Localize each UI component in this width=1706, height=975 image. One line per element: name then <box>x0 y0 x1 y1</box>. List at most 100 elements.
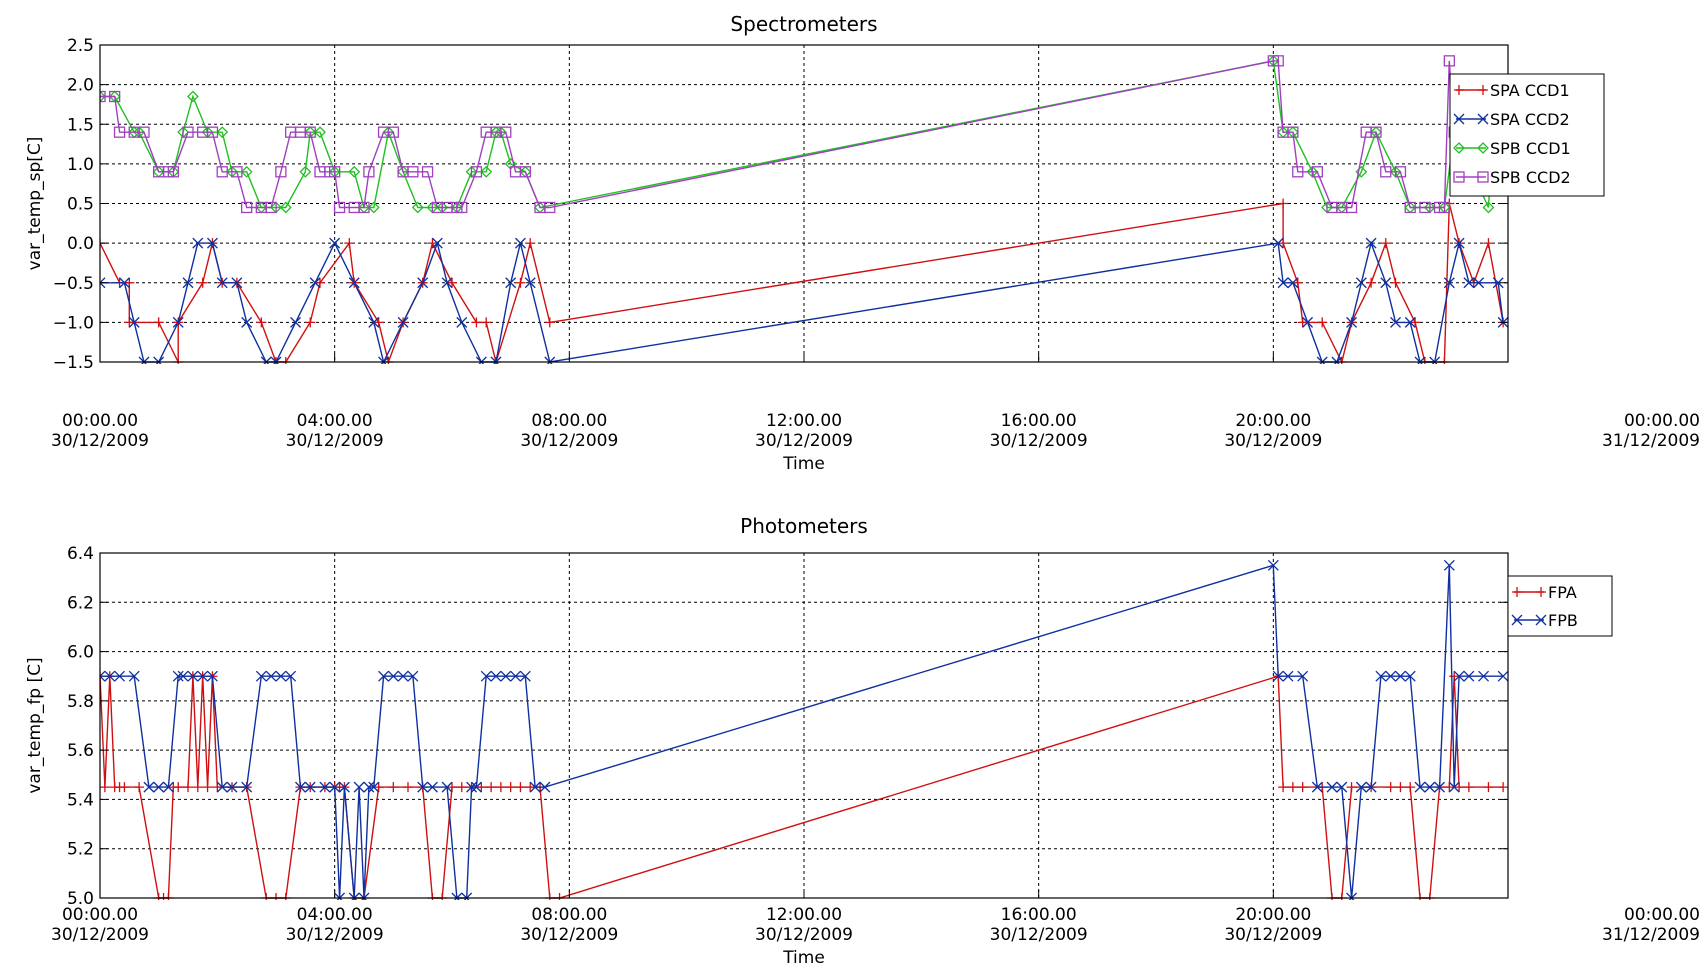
data-point <box>1311 781 1323 793</box>
data-point <box>329 781 341 793</box>
data-point <box>241 201 253 214</box>
data-point <box>368 316 380 328</box>
y-tick-label: 5.4 <box>67 790 94 810</box>
y-tick-label: 1.5 <box>67 115 94 135</box>
data-point <box>471 317 482 328</box>
data-point <box>206 670 218 682</box>
data-point <box>206 237 218 249</box>
data-point <box>1483 782 1494 793</box>
data-point <box>275 166 287 178</box>
data-point <box>353 781 365 793</box>
data-point <box>1404 670 1416 682</box>
data-point <box>279 201 292 214</box>
legend-marker <box>1453 171 1465 183</box>
data-point <box>1365 781 1377 793</box>
data-point <box>1410 317 1421 328</box>
grid <box>100 45 1508 362</box>
data-point <box>373 317 384 328</box>
data-point <box>192 782 203 793</box>
data-point <box>1278 782 1289 793</box>
data-point <box>481 317 492 328</box>
data-point <box>1302 316 1314 328</box>
x-tick-label-time: 00:00.00 <box>1624 905 1700 925</box>
data-point <box>1404 316 1416 328</box>
data-point <box>128 316 140 328</box>
data-point <box>1390 316 1402 328</box>
data-point <box>265 670 277 682</box>
x-tick-label-date: 30/12/2009 <box>990 925 1088 945</box>
data-point <box>510 670 522 682</box>
data-point <box>1326 781 1338 793</box>
data-point <box>256 317 267 328</box>
legend-box <box>1507 575 1613 637</box>
data-point <box>1395 782 1406 793</box>
data-point <box>167 166 179 178</box>
data-point <box>363 166 375 178</box>
y-tick-label: 6.2 <box>67 593 94 613</box>
data-point <box>1311 166 1323 178</box>
data-point <box>153 781 165 793</box>
y-tick-label: −1.0 <box>53 313 94 333</box>
data-point <box>1478 670 1490 682</box>
data-point <box>519 166 531 178</box>
data-point <box>1272 55 1284 67</box>
data-point <box>114 670 126 682</box>
data-point <box>255 670 267 682</box>
x-tick-label-date: 30/12/2009 <box>755 431 853 451</box>
data-point <box>368 781 380 793</box>
data-point <box>265 201 277 214</box>
data-point <box>1375 670 1387 682</box>
data-point <box>515 277 526 288</box>
data-point <box>143 781 155 793</box>
data-point <box>319 781 331 793</box>
data-point <box>1404 201 1416 214</box>
legend-marker <box>1454 85 1464 95</box>
data-point <box>411 201 424 214</box>
data-point <box>500 670 512 682</box>
series-line <box>100 202 1504 364</box>
data-point <box>226 781 238 793</box>
data-point <box>456 782 467 793</box>
data-point <box>515 782 526 793</box>
data-point <box>378 670 390 682</box>
data-point <box>1370 126 1382 138</box>
legend-label: SPA CCD2 <box>1490 110 1570 129</box>
x-tick-label-time: 08:00.00 <box>531 905 607 925</box>
x-tick-label-date: 30/12/2009 <box>51 925 149 945</box>
data-point <box>1414 781 1426 793</box>
series-spb-ccd2 <box>100 55 1509 214</box>
legend-marker <box>1477 171 1489 183</box>
x-tick-label-time: 16:00.00 <box>1001 411 1077 431</box>
data-point <box>397 670 409 682</box>
legend-marker <box>1477 113 1489 125</box>
data-point <box>1385 670 1397 682</box>
data-point <box>1443 277 1455 289</box>
x-tick-label-time: 00:00.00 <box>62 905 138 925</box>
legend-marker <box>1536 587 1546 597</box>
data-point <box>1394 670 1406 682</box>
legend-box <box>1449 73 1605 197</box>
data-point <box>456 316 468 328</box>
data-point <box>1449 671 1460 682</box>
data-point <box>431 237 443 249</box>
data-point <box>348 165 361 178</box>
data-point <box>486 782 497 793</box>
x-tick-label-time: 12:00.00 <box>766 411 842 431</box>
data-point <box>182 277 194 289</box>
data-point <box>1424 781 1436 793</box>
data-point <box>329 237 341 249</box>
data-point <box>1405 782 1416 793</box>
data-point <box>305 317 316 328</box>
y-tick-label: 5.0 <box>67 889 94 909</box>
legend-label: SPA CCD1 <box>1490 81 1570 100</box>
data-point <box>329 166 341 178</box>
data-point <box>1282 670 1294 682</box>
data-point <box>162 781 174 793</box>
data-point <box>231 277 243 289</box>
x-axis: 00:00.0030/12/200904:00.0030/12/200908:0… <box>51 890 1700 945</box>
x-tick-label-date: 30/12/2009 <box>990 431 1088 451</box>
x-tick-label-date: 30/12/2009 <box>286 925 384 945</box>
data-point <box>216 781 228 793</box>
x-axis-label: Time <box>782 454 825 474</box>
